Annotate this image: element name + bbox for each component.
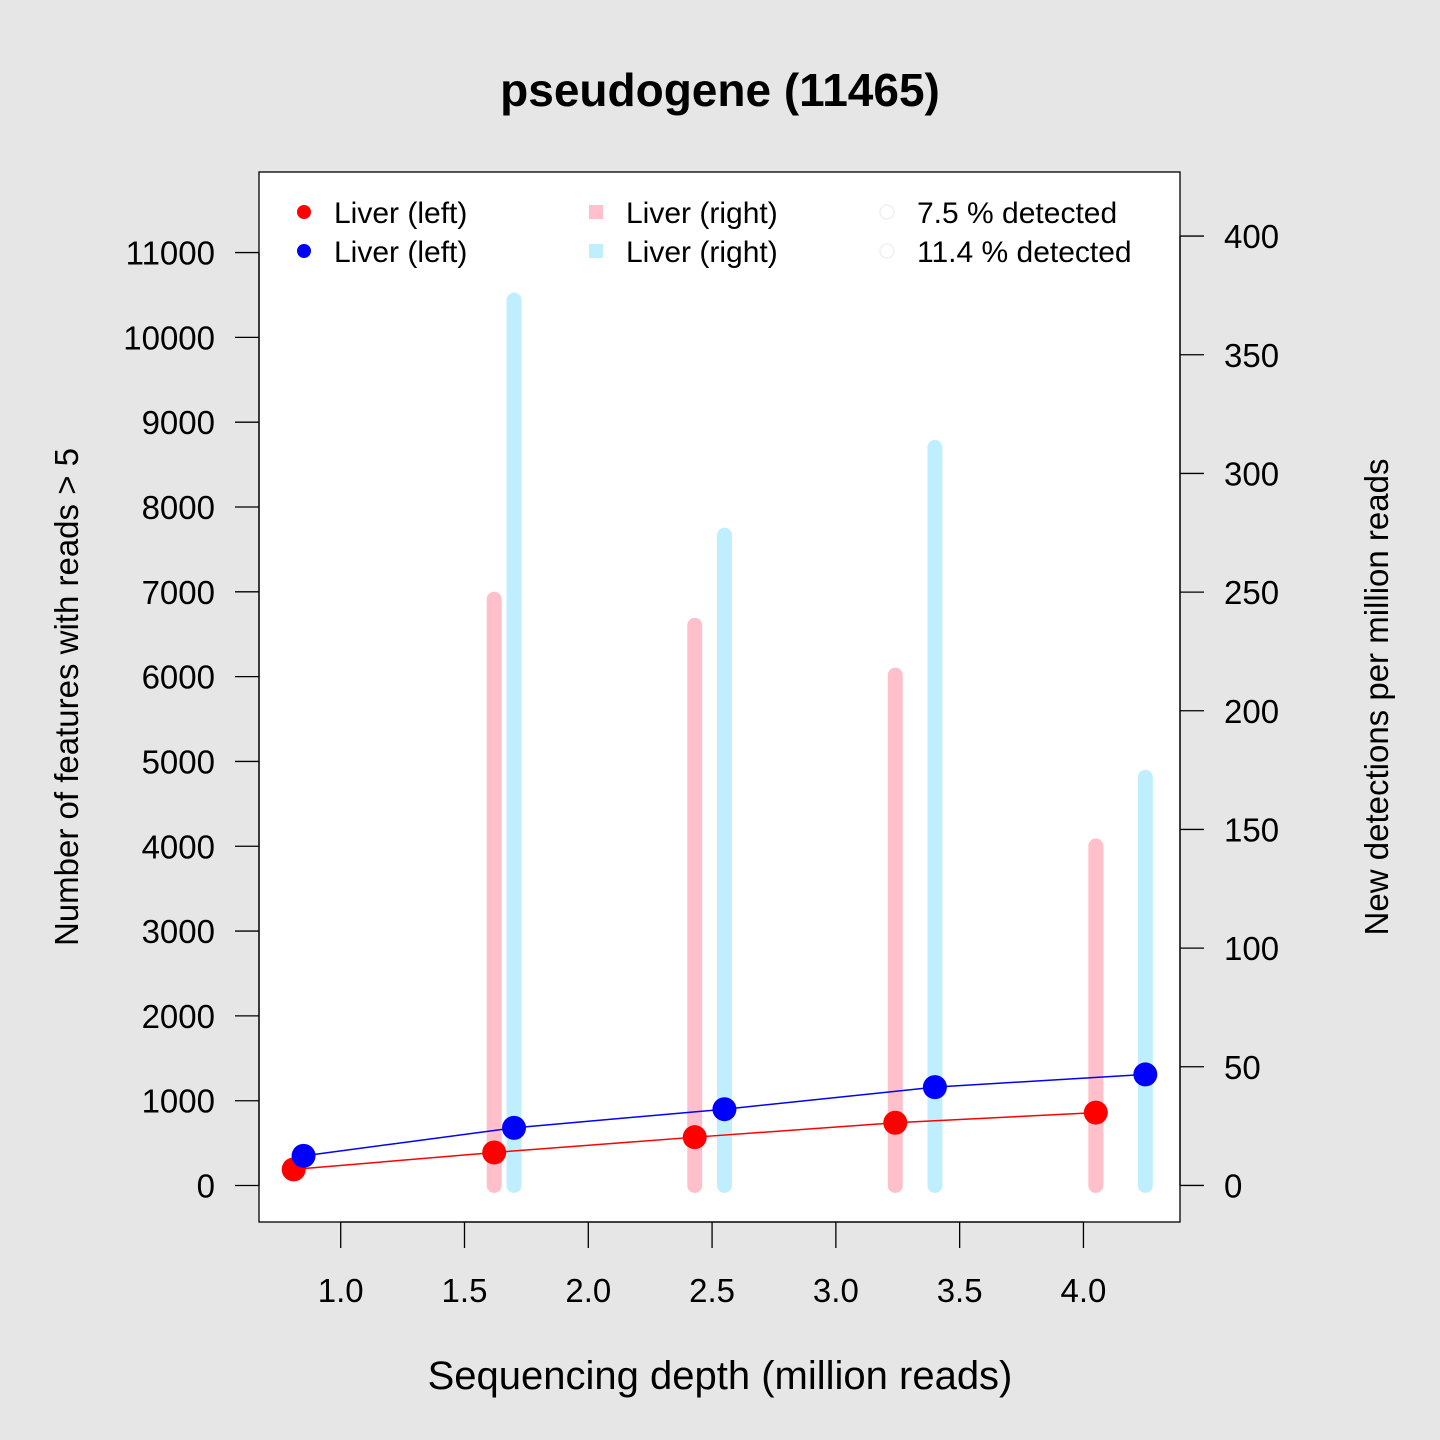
y-tick-label-right-5: 250 — [1224, 574, 1279, 611]
y-tick-label-left-10: 10000 — [123, 319, 215, 356]
x-tick-label-2: 2.0 — [565, 1272, 611, 1309]
y-tick-label-left-4: 4000 — [142, 828, 215, 865]
point-0-1 — [482, 1140, 507, 1165]
x-tick-label-5: 3.5 — [937, 1272, 983, 1309]
y-tick-label-right-6: 300 — [1224, 455, 1279, 492]
x-tick-label-0: 1.0 — [318, 1272, 364, 1309]
point-1-0 — [291, 1143, 316, 1168]
lines-layer — [281, 1062, 1158, 1182]
point-0-4 — [1083, 1100, 1108, 1125]
legend-dot-0 — [297, 205, 311, 219]
legend-circle-5 — [879, 243, 895, 259]
y-tick-label-right-8: 400 — [1224, 218, 1279, 255]
y-tick-label-right-3: 150 — [1224, 811, 1279, 848]
legend-dot-1 — [297, 244, 311, 258]
legend: Liver (left) Liver (left) Liver (right) Liv… — [297, 197, 1132, 269]
y-tick-label-left-3: 3000 — [142, 913, 215, 950]
legend-label-4: 7.5 % detected — [917, 197, 1117, 230]
point-1-1 — [502, 1115, 527, 1140]
x-axis-label: Sequencing depth (million reads) — [428, 1354, 1013, 1398]
x-tick-label-3: 2.5 — [689, 1272, 735, 1309]
bars-layer — [486, 292, 1153, 1193]
y-tick-label-left-11: 11000 — [126, 235, 215, 272]
x-tick-label-4: 3.0 — [813, 1272, 859, 1309]
legend-label-5: 11.4 % detected — [917, 236, 1132, 269]
axes-layer: 1.0 1.5 2.0 2.5 3.0 3.5 4.00100020003000400050… — [123, 218, 1279, 1309]
point-1-3 — [922, 1075, 947, 1100]
legend-circle-4 — [879, 204, 895, 220]
y-tick-label-left-6: 6000 — [142, 659, 215, 696]
y-tick-label-left-8: 8000 — [142, 489, 215, 526]
legend-label-1: Liver (left) — [334, 236, 467, 269]
point-1-2 — [712, 1097, 737, 1122]
point-1-4 — [1133, 1062, 1158, 1087]
legend-label-3: Liver (right) — [626, 236, 778, 269]
y-tick-label-left-1: 1000 — [142, 1083, 215, 1120]
chart-title: pseudogene (11465) — [500, 64, 940, 116]
y-tick-label-left-5: 5000 — [142, 743, 215, 780]
y-tick-label-right-7: 350 — [1224, 337, 1279, 374]
y-axis-label-left: Number of features with reads > 5 — [48, 448, 85, 946]
y-tick-label-right-2: 100 — [1224, 930, 1279, 967]
point-0-3 — [883, 1110, 908, 1135]
legend-square-3 — [589, 244, 603, 258]
y-tick-label-left-2: 2000 — [142, 998, 215, 1035]
y-tick-label-right-4: 200 — [1224, 693, 1279, 730]
y-axis-label-right: New detections per million reads — [1358, 459, 1395, 936]
y-tick-label-right-0: 0 — [1224, 1167, 1242, 1204]
point-0-2 — [682, 1125, 707, 1150]
y-tick-label-left-7: 7000 — [142, 574, 215, 611]
x-tick-label-1: 1.5 — [442, 1272, 488, 1309]
y-tick-label-left-0: 0 — [197, 1168, 215, 1205]
legend-square-2 — [589, 205, 603, 219]
y-tick-label-right-1: 50 — [1224, 1049, 1261, 1086]
legend-label-2: Liver (right) — [626, 197, 778, 230]
legend-label-0: Liver (left) — [334, 197, 467, 230]
y-tick-label-left-9: 9000 — [142, 404, 215, 441]
x-tick-label-6: 4.0 — [1061, 1272, 1107, 1309]
